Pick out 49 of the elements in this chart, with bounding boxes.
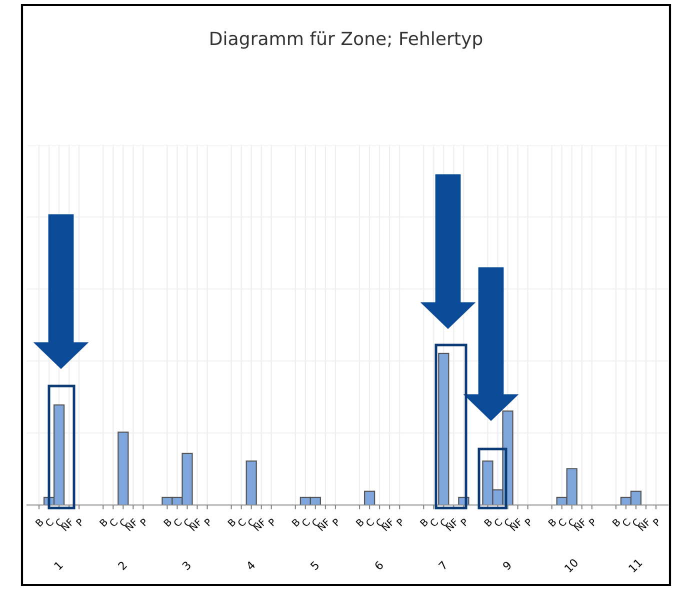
text: P [204,518,212,526]
text: P [524,518,533,526]
text: B [163,518,172,527]
text: P [140,518,148,526]
text: C [493,518,503,528]
text: B [99,518,108,527]
text: B [612,518,621,527]
x-tick-label: 3 [182,560,192,570]
x-tick-label: 7 [438,560,448,570]
x-tick-label: 10 [564,558,579,573]
text: B [548,518,557,527]
x-tick-label: 5 [310,560,320,570]
text: P [460,518,469,526]
text: C [172,518,182,528]
text: P [396,518,405,526]
text: C [558,518,567,528]
x-tick-label: 1 [54,560,63,570]
x-tick-label: 4 [246,560,256,570]
x-tick-label: 6 [374,560,384,570]
bar [364,490,376,505]
text: NF [124,518,138,532]
text: NF [60,518,74,532]
chart-title: Diagramm für Zone; Fehlertyp [210,31,482,49]
text: NF [445,518,458,532]
text: B [292,518,300,527]
text: P [652,518,661,526]
bar [438,352,450,505]
text: B [227,518,236,527]
bar [118,432,129,505]
text: B [420,518,428,527]
text: B [356,518,364,527]
bar [246,460,257,505]
text: C [108,518,118,528]
text: B [484,518,492,527]
text: C [301,518,310,528]
text: P [332,518,340,526]
text: C [237,518,246,528]
text: B [35,518,44,527]
text: C [365,518,374,528]
text: P [76,518,84,526]
text: C [429,518,439,528]
text: NF [381,518,394,532]
text: C [622,518,631,528]
text: C [44,518,54,528]
text: P [268,518,276,526]
x-tick-label: 9 [502,560,512,570]
x-tick-label: 2 [118,560,128,570]
text: P [588,518,597,526]
x-tick-label: 11 [628,558,642,573]
